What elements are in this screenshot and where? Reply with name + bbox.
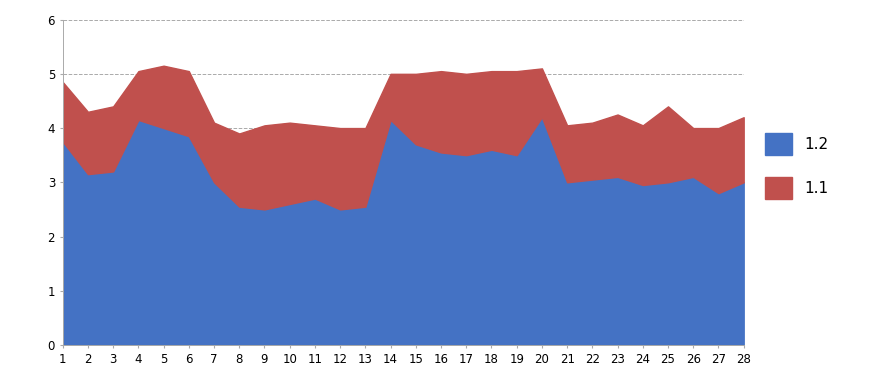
Legend: 1.2, 1.1: 1.2, 1.1 [765, 133, 829, 199]
